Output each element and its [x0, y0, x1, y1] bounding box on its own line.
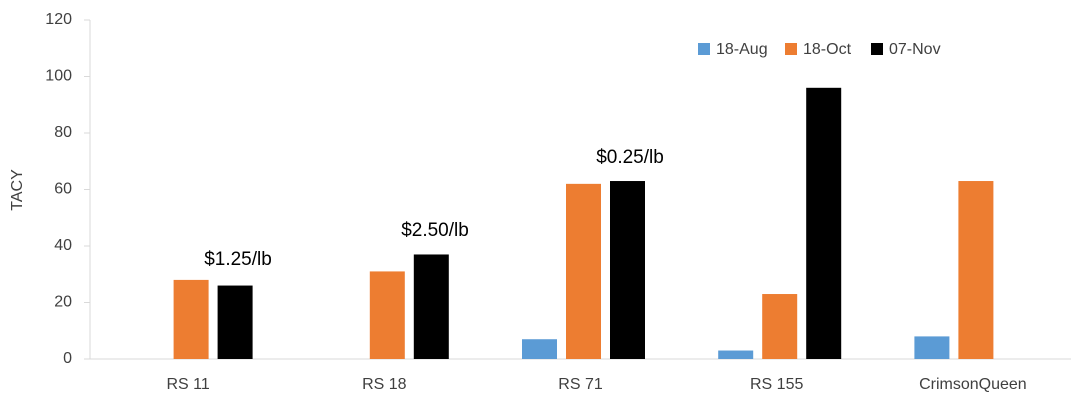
y-tick-label: 100: [45, 68, 72, 85]
legend-label: 18-Oct: [803, 41, 852, 58]
bar: [610, 181, 645, 359]
annotation: $0.25/lb: [596, 147, 664, 168]
bar: [217, 285, 253, 359]
y-axis-label: TACY: [9, 169, 26, 211]
bar: [173, 279, 209, 359]
legend-swatch: [698, 43, 710, 55]
x-tick-label: CrimsonQueen: [919, 376, 1027, 393]
annotation: $2.50/lb: [401, 220, 469, 241]
y-tick-label: 20: [54, 294, 72, 311]
bar: [522, 339, 557, 359]
legend-swatch: [871, 43, 883, 55]
legend-label: 07-Nov: [889, 41, 941, 58]
x-tick-label: RS 71: [558, 376, 603, 393]
x-tick-label: RS 11: [166, 376, 209, 393]
y-tick-label: 80: [54, 124, 72, 141]
bar: [914, 336, 950, 359]
bar: [806, 87, 842, 360]
bar: [566, 183, 601, 359]
y-tick-label: 60: [54, 181, 72, 198]
bar: [718, 350, 754, 359]
y-tick-label: 0: [63, 350, 72, 367]
bar: [762, 294, 798, 359]
legend-label: 18-Aug: [716, 41, 768, 58]
x-tick-label: RS 18: [362, 376, 407, 393]
x-tick-label: RS 155: [750, 376, 803, 393]
legend-swatch: [785, 43, 797, 55]
y-tick-label: 120: [45, 11, 72, 28]
bar: [413, 254, 449, 359]
y-tick-label: 40: [54, 237, 72, 254]
bar: [369, 271, 405, 359]
bar: [958, 181, 994, 359]
annotation: $1.25/lb: [204, 249, 272, 270]
